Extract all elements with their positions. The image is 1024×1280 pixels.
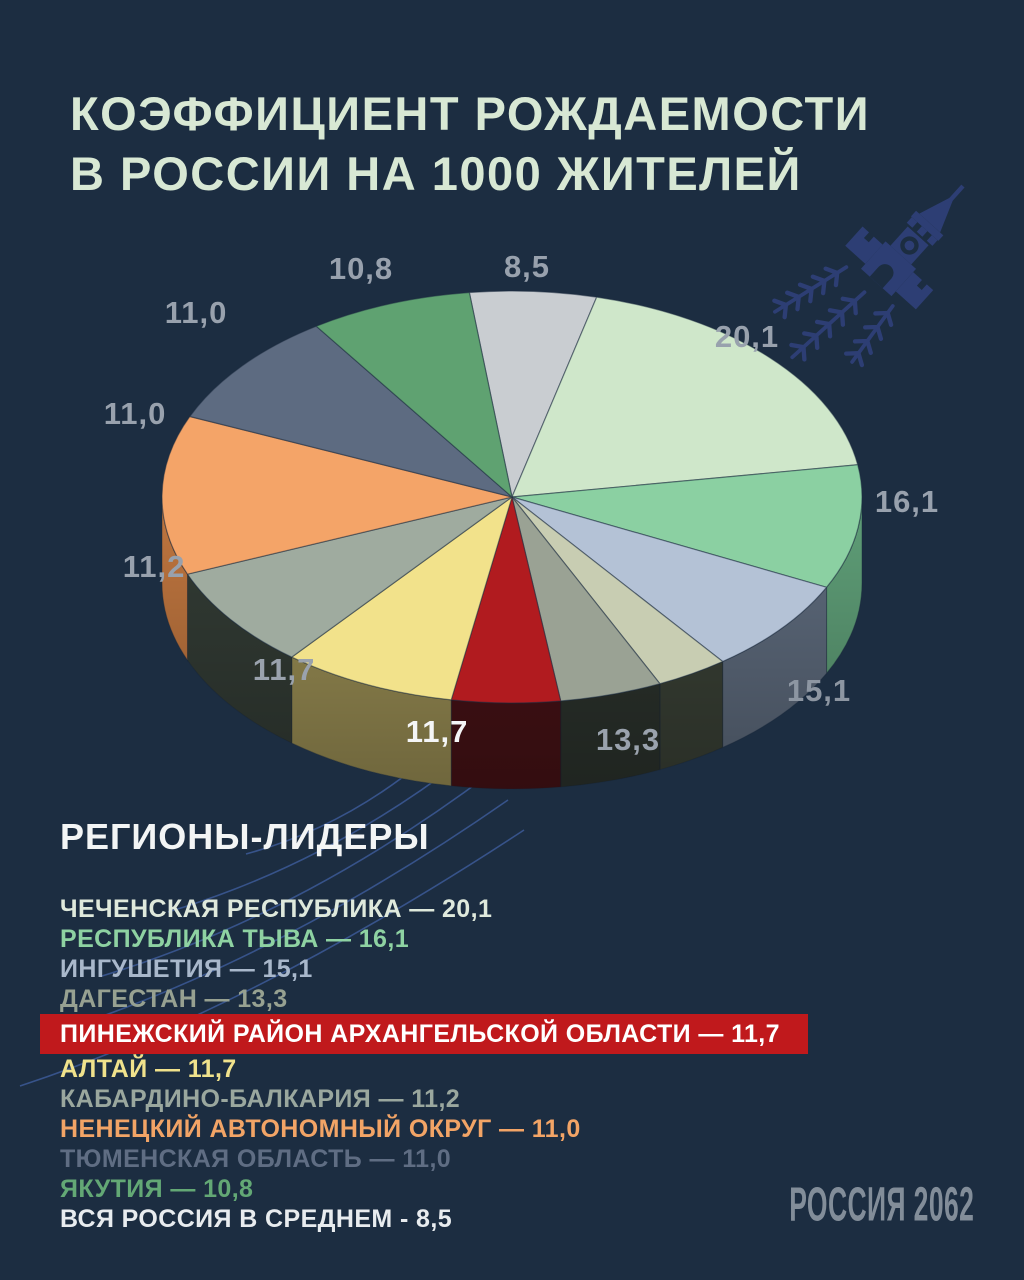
legend-item-text: ПИНЕЖСКИЙ РАЙОН АРХАНГЕЛЬСКОЙ ОБЛАСТИ — … xyxy=(60,1019,780,1048)
legend-item-text: ВСЯ РОССИЯ В СРЕДНЕМ - 8,5 xyxy=(60,1204,452,1233)
pie-value-label: 20,1 xyxy=(715,319,779,354)
pie-slice xyxy=(189,325,513,498)
pie-slice xyxy=(315,291,513,498)
pie-value-label: 11,7 xyxy=(253,652,316,687)
legend-item-highlighted: ПИНЕЖСКИЙ РАЙОН АРХАНГЕЛЬСКОЙ ОБЛАСТИ — … xyxy=(40,1014,808,1054)
pie-slice xyxy=(511,296,859,498)
legend-item-text: РЕСПУБЛИКА ТЫВА — 16,1 xyxy=(60,924,409,953)
legend-item-text: ИНГУШЕТИЯ — 15,1 xyxy=(60,954,313,983)
legend-item-text: ЯКУТИЯ — 10,8 xyxy=(60,1174,254,1203)
page-title-line2: В РОССИИ НА 1000 ЖИТЕЛЕЙ xyxy=(70,147,802,200)
page-title-line1: КОЭФФИЦИЕНТ РОЖДАЕМОСТИ xyxy=(70,87,871,140)
pie-slice xyxy=(186,496,513,658)
legend-item: ВСЯ РОССИЯ В СРЕДНЕМ - 8,5 xyxy=(60,1204,808,1234)
pie-slice xyxy=(161,415,513,575)
legend-item-text: ЧЕЧЕНСКАЯ РЕСПУБЛИКА — 20,1 xyxy=(60,894,493,923)
pie-value-label: 11,7 xyxy=(406,714,469,749)
pie-value-label: 8,5 xyxy=(504,249,550,284)
logo-rossiya-2062: РОССИЯ 2062 xyxy=(788,1177,974,1232)
legend-item-text: НЕНЕЦКИЙ АВТОНОМНЫЙ ОКРУГ — 11,0 xyxy=(60,1114,581,1143)
pie-value-label: 11,0 xyxy=(165,295,228,330)
legend-item: РЕСПУБЛИКА ТЫВА — 16,1 xyxy=(60,924,808,954)
pie-value-label: 11,0 xyxy=(104,396,167,431)
legend-item-text: ДАГЕСТАН — 13,3 xyxy=(60,984,288,1013)
legend-item-text: ТЮМЕНСКАЯ ОБЛАСТЬ — 11,0 xyxy=(60,1144,452,1173)
pie-value-label: 11,2 xyxy=(123,549,186,584)
pie-value-label: 10,8 xyxy=(329,251,393,286)
legend: ЧЕЧЕНСКАЯ РЕСПУБЛИКА — 20,1 РЕСПУБЛИКА ТЫ… xyxy=(40,894,808,1234)
legend-item: АЛТАЙ — 11,7 xyxy=(60,1054,808,1084)
pie-slice xyxy=(511,496,828,663)
legend-item: ТЮМЕНСКАЯ ОБЛАСТЬ — 11,0 xyxy=(60,1144,808,1174)
pie-slice xyxy=(468,290,598,498)
legend-item-text: АЛТАЙ — 11,7 xyxy=(60,1054,237,1083)
legend-item: КАБАРДИНО-БАЛКАРИЯ — 11,2 xyxy=(60,1084,808,1114)
legend-item: ИНГУШЕТИЯ — 15,1 xyxy=(60,954,808,984)
legend-item: НЕНЕЦКИЙ АВТОНОМНЫЙ ОКРУГ — 11,0 xyxy=(60,1114,808,1144)
pie-slice xyxy=(291,496,513,701)
legend-item-text: КАБАРДИНО-БАЛКАРИЯ — 11,2 xyxy=(60,1084,461,1113)
legend-item: ЯКУТИЯ — 10,8 xyxy=(60,1174,808,1204)
pie-value-label: 15,1 xyxy=(787,673,851,708)
pie-slice xyxy=(511,464,863,588)
pie-value-label: 16,1 xyxy=(875,484,939,519)
legend-item: ДАГЕСТАН — 13,3 xyxy=(60,984,808,1014)
page-title: КОЭФФИЦИЕНТ РОЖДАЕМОСТИ В РОССИИ НА 1000… xyxy=(70,84,870,204)
legend-heading: РЕГИОНЫ-ЛИДЕРЫ xyxy=(60,816,430,857)
pie-side-shading xyxy=(162,497,862,789)
pie-value-label: 13,3 xyxy=(596,722,660,757)
legend-item: ЧЕЧЕНСКАЯ РЕСПУБЛИКА — 20,1 xyxy=(60,894,808,924)
